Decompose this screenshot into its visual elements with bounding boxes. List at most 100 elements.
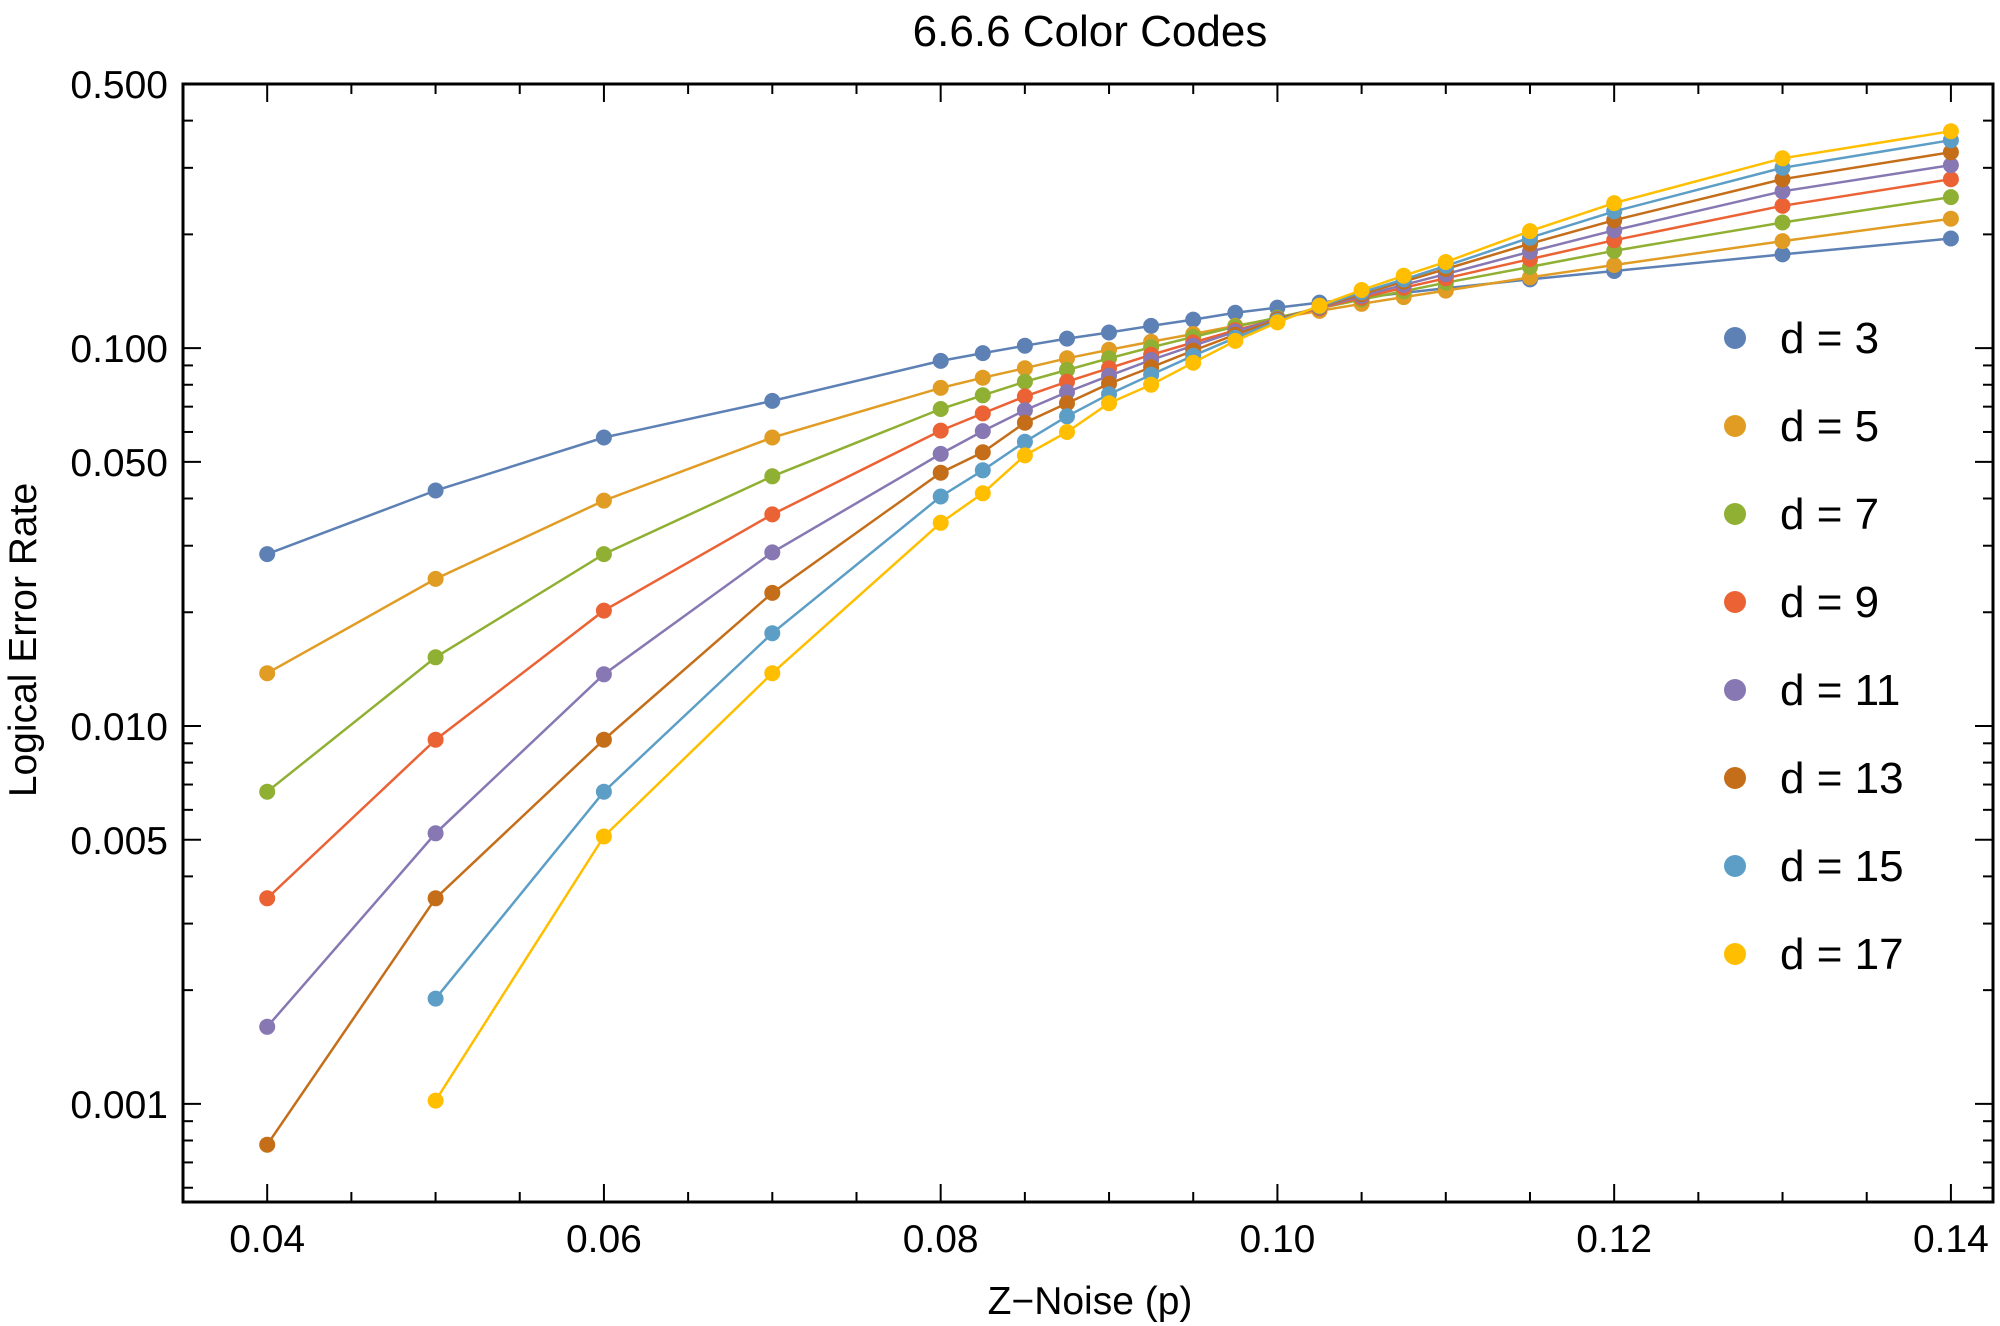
series-d-17 — [427, 123, 1959, 1109]
data-point — [427, 825, 444, 842]
data-point — [764, 468, 781, 485]
legend-marker — [1724, 415, 1746, 437]
data-point — [1774, 233, 1791, 250]
x-tick-label: 0.08 — [903, 1218, 979, 1261]
legend-marker — [1724, 767, 1746, 789]
legend-label: d = 7 — [1780, 490, 1879, 539]
data-point — [1437, 254, 1454, 270]
legend-label: d = 17 — [1780, 930, 1904, 979]
data-point — [1227, 332, 1244, 349]
data-point — [1101, 395, 1117, 412]
x-tick-label: 0.12 — [1576, 1218, 1652, 1261]
data-point — [1311, 297, 1328, 314]
data-point — [1606, 195, 1623, 212]
data-point — [1059, 408, 1075, 425]
data-point — [1016, 433, 1033, 450]
data-point — [1059, 395, 1075, 412]
data-point — [259, 1136, 276, 1153]
y-tick-label: 0.005 — [70, 820, 168, 863]
data-point — [932, 401, 949, 417]
x-tick-label: 0.10 — [1239, 1218, 1315, 1261]
data-point — [974, 345, 991, 362]
data-point — [1774, 171, 1791, 188]
series-line — [266, 150, 1952, 1146]
data-point — [1016, 360, 1033, 377]
series-d-7 — [259, 189, 1959, 800]
legend-label: d = 13 — [1780, 754, 1904, 803]
series-line — [434, 129, 1952, 1102]
series-d-15 — [427, 132, 1959, 1007]
data-point — [1185, 311, 1202, 328]
data-point — [1942, 157, 1959, 174]
legend-marker — [1724, 855, 1746, 877]
y-tick-label: 0.010 — [70, 706, 168, 749]
data-point — [259, 1018, 276, 1035]
data-point — [1227, 304, 1244, 321]
data-point — [974, 444, 991, 461]
data-point — [427, 649, 444, 666]
data-point — [1269, 314, 1286, 331]
series-line — [266, 195, 1952, 793]
data-point — [427, 482, 444, 499]
data-point — [1016, 447, 1033, 464]
data-point — [764, 665, 781, 682]
data-point — [595, 666, 612, 683]
data-point — [595, 492, 612, 509]
data-point — [1059, 424, 1075, 440]
data-point — [1942, 210, 1959, 227]
data-point — [1101, 324, 1117, 341]
data-point — [932, 488, 949, 505]
y-tick-label: 0.050 — [70, 442, 168, 485]
y-axis-title: Logical Error Rate — [2, 483, 45, 797]
data-point — [1774, 246, 1791, 263]
data-point — [595, 828, 612, 845]
data-point — [764, 584, 781, 601]
chart-title: 6.6.6 Color Codes — [913, 7, 1268, 56]
data-point — [1016, 373, 1033, 390]
legend-marker — [1724, 327, 1746, 349]
data-point — [974, 485, 991, 502]
x-tick-label: 0.14 — [1913, 1218, 1989, 1261]
axes: 0.04 0.06 0.08 0.10 0.12 0.14 0.500 0.100 0.050 0… — [70, 64, 1995, 1261]
data-point — [932, 422, 949, 439]
data-point — [1016, 402, 1033, 419]
data-point — [1942, 230, 1959, 247]
y-tick-label: 0.001 — [70, 1084, 168, 1127]
x-tick-label: 0.04 — [229, 1218, 305, 1261]
data-point — [1016, 414, 1033, 431]
series-line — [266, 163, 1952, 1028]
series-line — [434, 138, 1952, 1000]
data-point — [1059, 362, 1075, 378]
data-point — [1395, 267, 1412, 284]
data-point — [1774, 150, 1791, 167]
data-point — [427, 731, 444, 748]
data-point — [427, 990, 444, 1007]
data-point — [595, 602, 612, 619]
data-point — [932, 514, 949, 531]
data-point — [1059, 384, 1075, 401]
data-point — [1774, 197, 1791, 214]
legend-label: d = 11 — [1780, 666, 1900, 715]
series-d-5 — [259, 210, 1959, 682]
data-point — [1942, 123, 1959, 140]
data-point — [1185, 354, 1202, 371]
data-point — [764, 544, 781, 561]
legend-marker — [1724, 591, 1746, 613]
data-point — [259, 546, 276, 563]
data-point — [259, 665, 276, 682]
plot-frame — [181, 82, 1995, 1204]
data-point — [932, 464, 949, 481]
legend-label: d = 3 — [1780, 314, 1879, 363]
legend-marker — [1724, 679, 1746, 701]
data-point — [1606, 257, 1623, 273]
data-point — [1942, 171, 1959, 188]
legend-label: d = 15 — [1780, 842, 1904, 891]
series-d-9 — [259, 171, 1959, 907]
data-point — [595, 731, 612, 748]
data-point — [1774, 214, 1791, 231]
data-point — [932, 445, 949, 462]
data-point — [427, 1092, 444, 1109]
data-point — [1016, 388, 1033, 405]
data-point — [764, 429, 781, 446]
